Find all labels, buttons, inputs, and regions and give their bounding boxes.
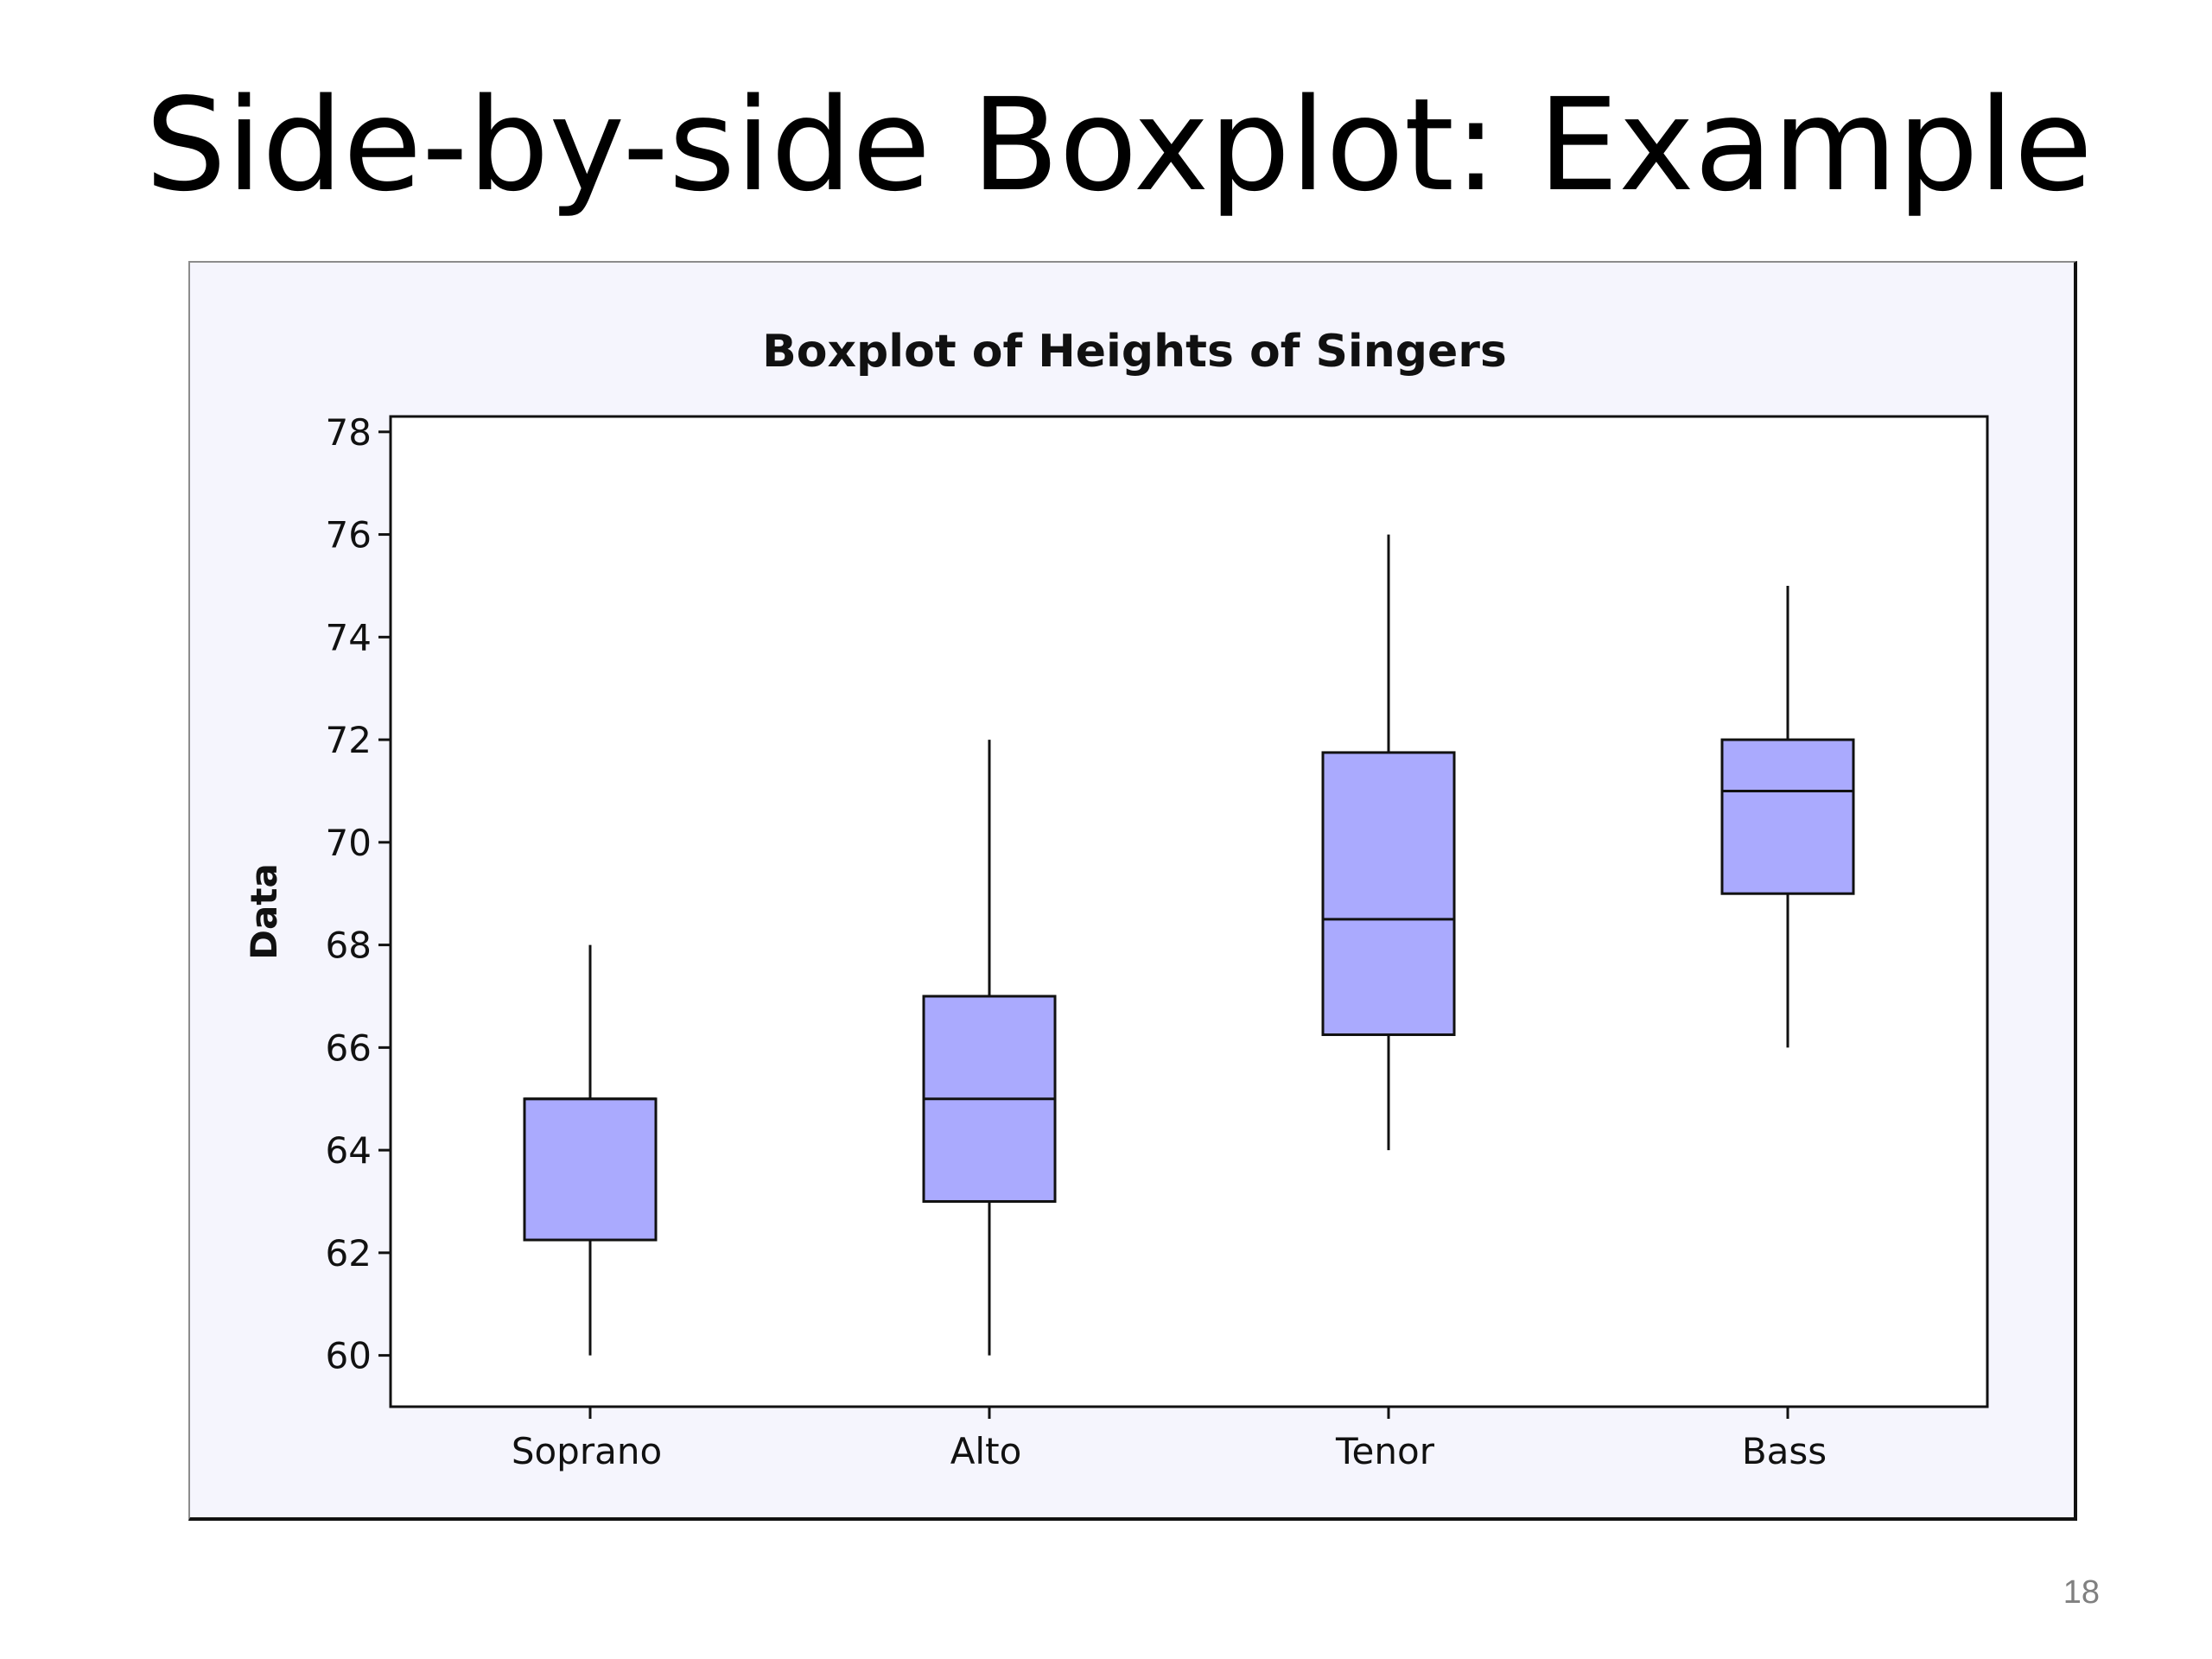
iqr-box: [1720, 738, 1855, 895]
y-axis-label: Data: [243, 863, 285, 960]
plot-area: [389, 415, 1989, 1408]
y-axis: 60 62 64 66 68 70 72 74 76 78: [326, 411, 391, 1377]
slide-number: 18: [2063, 1574, 2100, 1611]
boxes-group: [523, 534, 1855, 1356]
y-tick-label: 64: [326, 1129, 372, 1172]
x-tick-label: Bass: [1742, 1430, 1827, 1472]
chart-title: Boxplot of Heights of Singers: [762, 326, 1507, 378]
iqr-box: [523, 1097, 658, 1242]
x-axis: Soprano Alto Tenor Bass: [512, 1407, 1827, 1472]
x-tick-label: Soprano: [512, 1430, 662, 1472]
box-alto: [922, 740, 1057, 1356]
y-tick-label: 72: [326, 719, 372, 761]
y-tick-label: 62: [326, 1232, 372, 1274]
y-tick-label: 78: [326, 411, 372, 454]
y-tick-label: 60: [326, 1335, 372, 1377]
iqr-box: [1321, 751, 1456, 1037]
box-bass: [1720, 585, 1855, 1048]
slide-title: Side-by-side Boxplot: Example: [145, 71, 2093, 219]
chart-frame: Boxplot of Heights of Singers Data 60 62 6…: [188, 261, 2077, 1521]
box-soprano: [523, 944, 658, 1356]
x-tick-label: Tenor: [1335, 1430, 1435, 1472]
y-tick-label: 70: [326, 822, 372, 864]
y-tick-label: 74: [326, 616, 372, 658]
box-tenor: [1321, 534, 1456, 1151]
y-tick-label: 68: [326, 925, 372, 967]
y-tick-label: 76: [326, 514, 372, 556]
y-tick-label: 66: [326, 1027, 372, 1069]
boxplot-chart: Boxplot of Heights of Singers Data 60626…: [243, 326, 1989, 1472]
x-tick-label: Alto: [950, 1430, 1022, 1472]
